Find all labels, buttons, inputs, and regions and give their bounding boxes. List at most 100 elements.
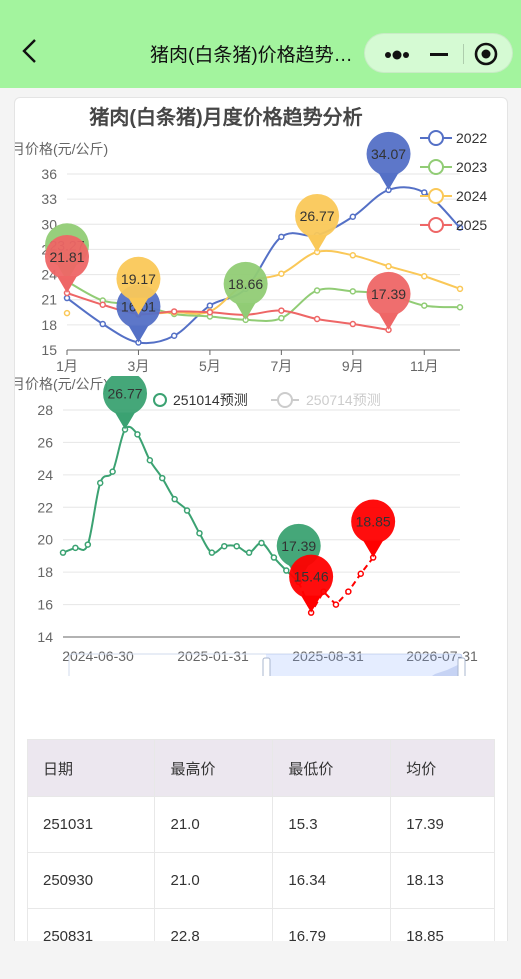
x-tick-label: 2024-06-30 bbox=[62, 648, 134, 664]
data-point bbox=[170, 332, 178, 340]
data-point bbox=[349, 288, 357, 295]
data-point bbox=[345, 588, 352, 595]
data-point bbox=[59, 549, 67, 556]
table-cell: 251031 bbox=[26, 796, 156, 853]
data-point bbox=[332, 601, 340, 608]
data-point bbox=[278, 233, 285, 241]
legend-symbol bbox=[428, 188, 444, 204]
marker-pin bbox=[103, 376, 148, 416]
data-point bbox=[283, 567, 290, 574]
table-row: 250930 21.0 16.34 18.13 bbox=[26, 852, 495, 909]
marker-pin-tip bbox=[378, 172, 399, 190]
table-cell: 21.0 bbox=[154, 852, 274, 909]
data-point bbox=[349, 252, 357, 259]
nav-bar: 猪肉(白条猪)价格趋势分析 bbox=[0, 0, 521, 88]
table-row: 251031 21.0 15.3 17.39 bbox=[26, 796, 495, 853]
marker-pin-tip bbox=[128, 297, 149, 315]
data-point bbox=[233, 542, 240, 550]
data-point bbox=[170, 308, 178, 315]
minimize-icon[interactable] bbox=[425, 44, 455, 64]
marker-pin-tip bbox=[301, 595, 322, 613]
table-header-row: 日期 最高价 最低价 均价 bbox=[26, 739, 495, 797]
y-tick-label: 21 bbox=[41, 292, 57, 308]
data-point bbox=[109, 468, 116, 475]
datazoom-handle-left[interactable] bbox=[262, 657, 271, 676]
data-point bbox=[357, 570, 364, 578]
marker-pin bbox=[45, 235, 89, 280]
chart-title: 猪肉(白条猪)月度价格趋势分析 bbox=[89, 105, 362, 129]
data-point bbox=[134, 431, 141, 438]
marker-pin bbox=[366, 271, 411, 316]
marker-label: 21.81 bbox=[49, 249, 84, 265]
data-point bbox=[72, 544, 79, 552]
marker-pin-tip bbox=[235, 302, 256, 320]
marker-label: 18.66 bbox=[228, 276, 263, 292]
data-point bbox=[270, 554, 278, 561]
marker-pin-tip bbox=[128, 325, 149, 343]
more-icon[interactable] bbox=[379, 44, 435, 64]
y-axis-label: 月价格(元/公斤) bbox=[15, 376, 108, 392]
marker-pin bbox=[116, 256, 161, 301]
legend-symbol bbox=[428, 130, 444, 146]
data-point bbox=[183, 507, 191, 514]
data-point bbox=[456, 304, 464, 311]
data-point bbox=[171, 495, 178, 503]
marker-label: 18.85 bbox=[356, 514, 391, 530]
legend-label: 250714预测 bbox=[306, 392, 381, 408]
data-point bbox=[349, 320, 357, 328]
data-point bbox=[159, 474, 166, 482]
y-tick-label: 18 bbox=[41, 317, 57, 333]
datazoom-handle-right[interactable] bbox=[457, 657, 466, 676]
data-point bbox=[313, 315, 321, 323]
legend-label: 2024 bbox=[456, 188, 487, 204]
data-point bbox=[349, 213, 357, 220]
datazoom-preview bbox=[432, 663, 462, 676]
x-tick-label: 3月 bbox=[128, 358, 150, 374]
y-tick-label: 28 bbox=[37, 402, 53, 418]
close-target-icon[interactable] bbox=[474, 42, 498, 66]
page-title: 猪肉(白条猪)价格趋势分析 bbox=[150, 45, 360, 66]
forecast-price-chart: 月价格(元/公斤) 14 16 18 20 22 24 26 28 2024-06-30 2025-… bbox=[15, 376, 478, 676]
data-point bbox=[313, 287, 321, 294]
x-tick-label: 5月 bbox=[199, 358, 221, 374]
x-tick-label: 11月 bbox=[410, 358, 439, 374]
table-header-low: 最低价 bbox=[272, 739, 392, 797]
table-cell: 17.39 bbox=[390, 796, 495, 853]
data-point bbox=[421, 272, 428, 280]
data-point bbox=[221, 542, 228, 550]
table-cell: 16.34 bbox=[272, 852, 392, 909]
marker-pin-tip bbox=[307, 234, 328, 252]
table-cell: 21.0 bbox=[154, 796, 274, 853]
marker-pin bbox=[223, 261, 268, 306]
data-point bbox=[63, 309, 71, 317]
data-point bbox=[84, 541, 92, 548]
y-axis-label: 月价格(元/公斤) bbox=[15, 141, 108, 157]
marker-pin bbox=[295, 193, 340, 238]
data-point bbox=[421, 302, 428, 309]
data-point bbox=[245, 549, 253, 556]
data-point bbox=[456, 224, 464, 231]
x-tick-label: 1月 bbox=[56, 358, 78, 374]
table-cell: 250930 bbox=[26, 852, 156, 909]
data-point bbox=[99, 301, 106, 308]
data-point bbox=[258, 539, 265, 547]
back-icon[interactable] bbox=[18, 38, 44, 64]
legend-symbol bbox=[428, 159, 444, 175]
x-tick-label: 2025-08-31 bbox=[292, 648, 364, 664]
marker-pin-tip bbox=[363, 540, 384, 558]
series-line-251014 bbox=[62, 425, 300, 583]
marker-label: 26.77 bbox=[300, 208, 335, 224]
data-point bbox=[385, 262, 392, 270]
marker-label: 17.39 bbox=[281, 538, 316, 554]
data-point bbox=[146, 457, 154, 464]
mini-program-capsule bbox=[364, 33, 513, 73]
marker-pin bbox=[351, 499, 396, 544]
marker-label: 34.07 bbox=[371, 146, 406, 162]
table-header-high: 最高价 bbox=[154, 739, 274, 797]
x-tick-label: 2025-01-31 bbox=[177, 648, 249, 664]
datazoom-window bbox=[266, 654, 462, 676]
x-tick-label: 7月 bbox=[270, 358, 292, 374]
marker-pin-tip bbox=[57, 276, 77, 294]
data-point bbox=[421, 189, 428, 196]
y-tick-label: 33 bbox=[41, 191, 57, 207]
